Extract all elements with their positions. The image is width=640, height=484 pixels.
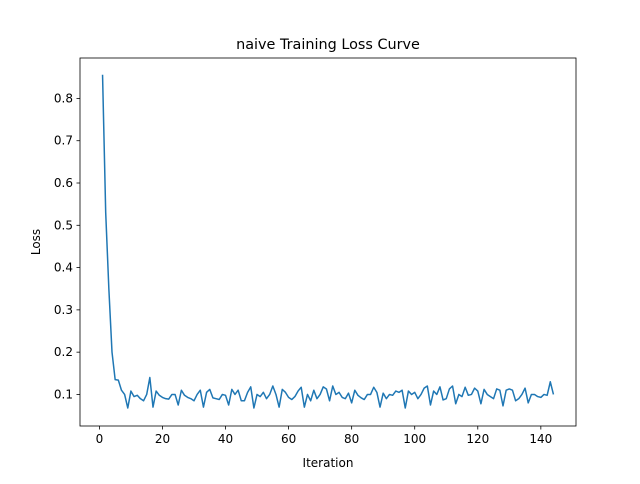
x-tick-label: 40 [218, 432, 233, 446]
x-tick-label: 20 [155, 432, 170, 446]
y-tick-label: 0.3 [54, 303, 73, 317]
y-tick-label: 0.4 [54, 261, 73, 275]
x-axis-label: Iteration [303, 456, 354, 470]
x-tick-label: 80 [344, 432, 359, 446]
x-tick-label: 60 [281, 432, 296, 446]
x-tick-label: 0 [96, 432, 104, 446]
loss-line [101, 74, 555, 409]
y-tick-label: 0.1 [54, 387, 73, 401]
axes-frame [79, 57, 577, 427]
y-tick-label: 0.2 [54, 345, 73, 359]
x-tick-label: 120 [466, 432, 489, 446]
y-tick-label: 0.8 [54, 91, 73, 105]
y-axis-label: Loss [29, 229, 43, 255]
x-tick-label: 140 [529, 432, 552, 446]
chart-title: naive Training Loss Curve [236, 37, 420, 53]
x-tick-label: 100 [403, 432, 426, 446]
y-tick-label: 0.5 [54, 218, 73, 232]
y-tick-label: 0.6 [54, 176, 73, 190]
y-tick-label: 0.7 [54, 134, 73, 148]
